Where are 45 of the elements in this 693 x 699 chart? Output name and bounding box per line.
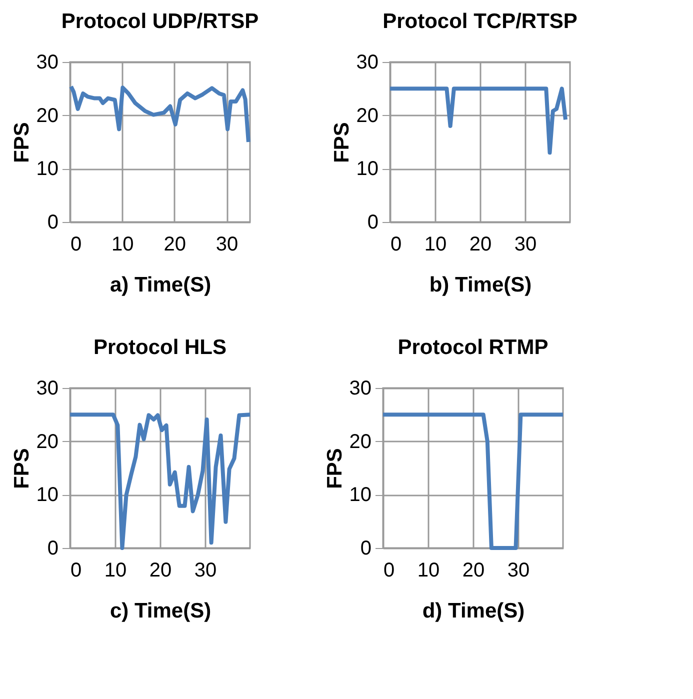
y-tick-label: 0: [47, 212, 58, 234]
x-axis-title: b) Time(S): [429, 274, 532, 296]
y-tick-label: 20: [349, 430, 372, 453]
x-tick-label: 10: [424, 234, 447, 256]
y-tick-label: 30: [36, 378, 58, 400]
x-tick-label: 0: [70, 560, 82, 582]
y-tick-label: 0: [360, 538, 372, 560]
x-tick-label: 30: [216, 234, 238, 256]
y-tick-label: 30: [349, 378, 372, 400]
y-tick-label: 0: [47, 538, 58, 560]
x-tick-label: 20: [149, 560, 172, 582]
chart-title: Protocol RTMP: [398, 336, 548, 359]
x-tick-label: 0: [390, 234, 402, 256]
y-axis-title: FPS: [330, 122, 354, 163]
x-tick-label: 30: [507, 560, 530, 582]
y-axis-title: FPS: [10, 448, 34, 489]
chart-title: Protocol UDP/RTSP: [61, 10, 259, 33]
x-tick-label: 30: [514, 234, 537, 256]
y-tick-label: 10: [36, 484, 58, 506]
line-series: [388, 86, 568, 155]
x-tick-label: 30: [194, 560, 217, 582]
x-axis-title: d) Time(S): [422, 600, 525, 622]
y-tick-label: 30: [36, 52, 58, 74]
x-tick-label: 10: [417, 560, 440, 582]
y-tick-label: 30: [356, 52, 378, 74]
y-axis-title: FPS: [323, 448, 346, 489]
chart-title: Protocol HLS: [93, 336, 227, 359]
x-axis-title: a) Time(S): [110, 274, 212, 296]
y-tick-label: 20: [356, 104, 378, 127]
x-tick-label: 20: [164, 234, 186, 256]
y-tick-label: 20: [36, 430, 58, 453]
y-tick-label: 10: [356, 158, 378, 180]
x-tick-label: 10: [112, 234, 134, 256]
y-tick-label: 20: [36, 104, 58, 127]
x-tick-label: 10: [104, 560, 127, 582]
x-tick-label: 20: [462, 560, 485, 582]
y-axis-title: FPS: [10, 122, 34, 163]
y-tick-label: 10: [36, 158, 58, 180]
x-tick-label: 20: [469, 234, 492, 256]
x-tick-label: 0: [70, 234, 82, 256]
y-tick-label: 10: [349, 484, 372, 506]
y-tick-label: 0: [367, 212, 378, 234]
chart-title: Protocol TCP/RTSP: [382, 10, 578, 33]
x-tick-label: 0: [384, 560, 395, 582]
x-axis-title: c) Time(S): [110, 600, 212, 622]
